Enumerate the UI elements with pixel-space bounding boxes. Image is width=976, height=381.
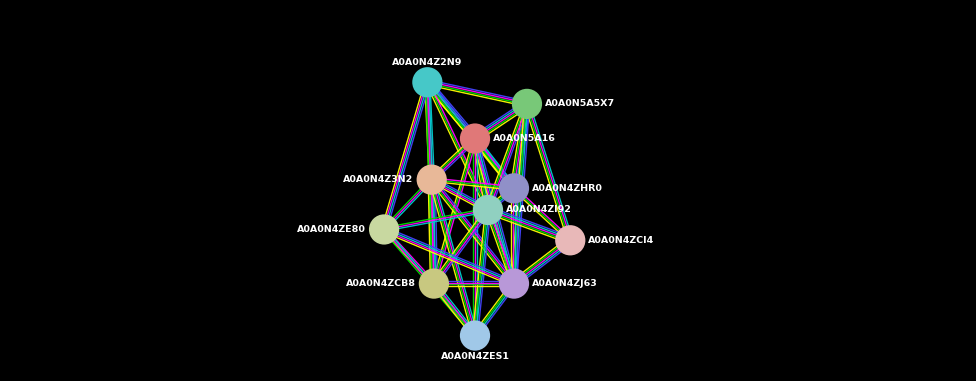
Circle shape <box>473 196 503 224</box>
Circle shape <box>556 226 585 255</box>
Text: A0A0N5A16: A0A0N5A16 <box>493 134 556 143</box>
Text: A0A0N5A5X7: A0A0N5A5X7 <box>546 99 615 109</box>
Text: A0A0N4ZHR0: A0A0N4ZHR0 <box>532 184 603 193</box>
Text: A0A0N4ZE80: A0A0N4ZE80 <box>297 225 366 234</box>
Circle shape <box>461 124 489 153</box>
Text: A0A0N4Z2N9: A0A0N4Z2N9 <box>392 58 463 67</box>
Circle shape <box>500 269 528 298</box>
Circle shape <box>370 215 398 244</box>
Circle shape <box>512 90 542 118</box>
Text: A0A0N4ZCI4: A0A0N4ZCI4 <box>589 236 655 245</box>
Circle shape <box>420 269 448 298</box>
Circle shape <box>500 174 528 203</box>
Circle shape <box>461 321 489 350</box>
Circle shape <box>418 165 446 194</box>
Text: A0A0N4ZCB8: A0A0N4ZCB8 <box>346 279 416 288</box>
Text: A0A0N4Z3N2: A0A0N4Z3N2 <box>344 175 414 184</box>
Circle shape <box>413 68 442 96</box>
Text: A0A0N4ZJ63: A0A0N4ZJ63 <box>532 279 598 288</box>
Text: A0A0N4ZES1: A0A0N4ZES1 <box>440 352 509 361</box>
Text: A0A0N4ZI92: A0A0N4ZI92 <box>507 205 572 215</box>
